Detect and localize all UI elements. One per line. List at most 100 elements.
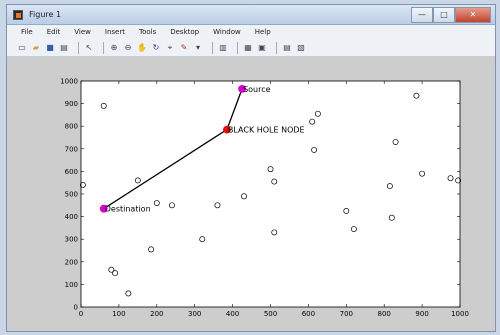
menu-tools[interactable]: Tools	[138, 28, 157, 36]
rotate-icon[interactable]: ↻	[152, 43, 160, 52]
menu-file[interactable]: File	[21, 28, 33, 36]
pan-icon[interactable]: ✋	[137, 43, 147, 52]
x-tick-label: 1000	[451, 310, 469, 318]
window-title: Figure 1	[29, 10, 62, 19]
sensor-nodes	[79, 92, 462, 297]
x-tick-label: 600	[302, 310, 315, 318]
menu-view[interactable]: View	[74, 28, 91, 36]
figure-toolbar: ▭ ▰ ■ ▤ ↖ ⊕ ⊖ ✋ ↻ ⌖ ✎ ▾ ▥ ▦ ▣ ▤ ▧	[7, 39, 495, 57]
maximize-button[interactable]: □	[433, 6, 455, 23]
y-tick-label: 500	[65, 191, 78, 199]
menu-desktop[interactable]: Desktop	[170, 28, 200, 36]
toolbar-separator	[103, 41, 104, 54]
sensor-node-marker	[413, 92, 420, 99]
pointer-icon[interactable]: ↖	[85, 43, 93, 52]
hide-plot-tools-icon[interactable]: ▣	[258, 43, 266, 52]
y-tick-label: 900	[65, 100, 78, 108]
y-tick-label: 400	[65, 213, 78, 221]
menu-bar: File Edit View Insert Tools Desktop Wind…	[7, 25, 495, 39]
sensor-node-marker	[271, 229, 278, 236]
brush-icon[interactable]: ✎	[180, 43, 188, 52]
toolbar-separator	[276, 41, 277, 54]
x-tick-label: 0	[79, 310, 83, 318]
sensor-node-marker	[125, 290, 132, 297]
y-tick-label: 0	[74, 304, 78, 312]
new-figure-icon[interactable]: ▭	[18, 43, 26, 52]
x-tick-label: 300	[188, 310, 201, 318]
minimize-button[interactable]: —	[411, 6, 433, 23]
menu-edit[interactable]: Edit	[46, 28, 61, 36]
destination-node-marker	[99, 204, 108, 213]
special-nodes: Source BLACK HOLE NODE Destination	[99, 85, 305, 214]
sensor-node-marker	[199, 236, 206, 243]
x-tick-label: 700	[340, 310, 353, 318]
save-icon[interactable]: ■	[46, 43, 54, 52]
scatter-plot[interactable]: 0 100 200 300 400 500 600 700 800 900 1000 0 100 200 3…	[7, 57, 495, 331]
toolbar-separator	[237, 41, 238, 54]
sensor-node-marker	[343, 207, 350, 214]
x-tick-label: 800	[378, 310, 391, 318]
zoom-in-icon[interactable]: ⊕	[110, 43, 118, 52]
sensor-node-marker	[311, 146, 318, 153]
sensor-node-marker	[386, 183, 393, 190]
sensor-node-marker	[148, 246, 155, 253]
sensor-node-marker	[169, 202, 175, 209]
y-tick-label: 200	[65, 258, 78, 266]
colorbar-icon[interactable]: ▥	[219, 43, 227, 52]
sensor-node-marker	[108, 266, 115, 273]
legend-icon[interactable]: ▦	[244, 43, 252, 52]
sensor-node-marker	[100, 102, 107, 109]
y-tick-label: 700	[65, 145, 78, 153]
sensor-node-marker	[392, 139, 399, 145]
sensor-node-marker	[455, 177, 462, 184]
show-plot-tools-icon[interactable]: ▤	[283, 43, 291, 52]
link-icon[interactable]: ▾	[195, 43, 200, 52]
destination-node-label: Destination	[105, 205, 151, 214]
sensor-node-marker	[241, 193, 247, 200]
x-tick-label: 900	[415, 310, 428, 318]
sensor-node-marker	[112, 270, 119, 277]
x-tick-label: 200	[150, 310, 163, 318]
axes-background	[80, 80, 461, 308]
x-tick-label: 100	[112, 310, 125, 318]
toolbar-separator	[212, 41, 213, 54]
y-tick-label: 100	[65, 281, 78, 289]
open-icon[interactable]: ▰	[32, 43, 40, 52]
menu-window[interactable]: Window	[213, 28, 241, 36]
y-tick-label: 300	[65, 236, 78, 244]
x-tick-label: 400	[226, 310, 239, 318]
sensor-node-marker	[419, 170, 426, 177]
x-tick-label: 500	[264, 310, 277, 318]
toolbar-separator	[78, 41, 79, 54]
blackhole-node-label: BLACK HOLE NODE	[228, 126, 305, 135]
matlab-figure-icon	[13, 9, 23, 20]
dock-icon[interactable]: ▧	[297, 43, 305, 52]
sensor-node-marker	[214, 202, 221, 209]
close-button[interactable]: ✕	[455, 6, 491, 23]
sensor-node-marker	[267, 166, 274, 173]
sensor-node-marker	[271, 178, 278, 185]
y-tick-label: 600	[65, 168, 78, 176]
figure-canvas: 0 100 200 300 400 500 600 700 800 900 1000 0 100 200 3…	[7, 57, 495, 331]
blackhole-node-marker	[223, 125, 231, 134]
sensor-node-marker	[350, 226, 357, 232]
sensor-node-marker	[79, 182, 86, 188]
axis-ticks: 0 100 200 300 400 500 600 700 800 900 1000 0 100 200 3…	[60, 78, 469, 319]
print-icon[interactable]: ▤	[60, 43, 68, 52]
sensor-node-marker	[388, 214, 395, 221]
data-cursor-icon[interactable]: ⌖	[167, 42, 173, 52]
sensor-node-marker	[153, 200, 160, 206]
menu-insert[interactable]: Insert	[104, 28, 125, 36]
title-bar[interactable]: Figure 1 — □ ✕	[7, 5, 495, 25]
sensor-node-marker	[134, 177, 141, 184]
y-tick-label: 800	[65, 123, 78, 131]
sensor-node-marker	[314, 110, 321, 117]
sensor-node-marker	[309, 118, 316, 125]
menu-help[interactable]: Help	[254, 28, 271, 36]
source-node-label: Source	[243, 85, 271, 94]
source-node-marker	[238, 85, 246, 93]
zoom-out-icon[interactable]: ⊖	[124, 43, 132, 52]
figure-window: Figure 1 — □ ✕ File Edit View Insert Too…	[6, 4, 496, 332]
y-tick-label: 1000	[60, 78, 78, 86]
sensor-node-marker	[447, 175, 454, 182]
